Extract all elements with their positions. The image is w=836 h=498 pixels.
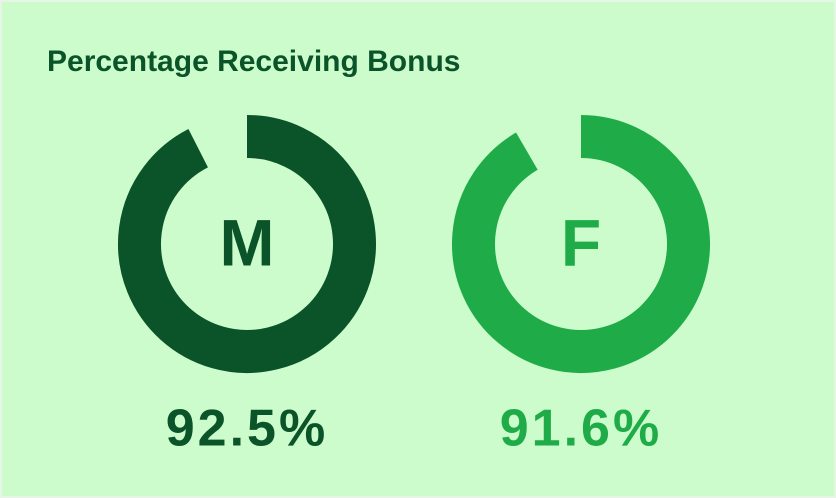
category-label: M (220, 205, 275, 279)
value-label: 92.5% (166, 400, 328, 458)
chart-title: Percentage Receiving Bonus (47, 45, 460, 78)
donut-arc (452, 115, 710, 373)
donut-arc (118, 115, 376, 373)
category-label: F (561, 205, 601, 279)
value-label: 91.6% (500, 400, 662, 458)
